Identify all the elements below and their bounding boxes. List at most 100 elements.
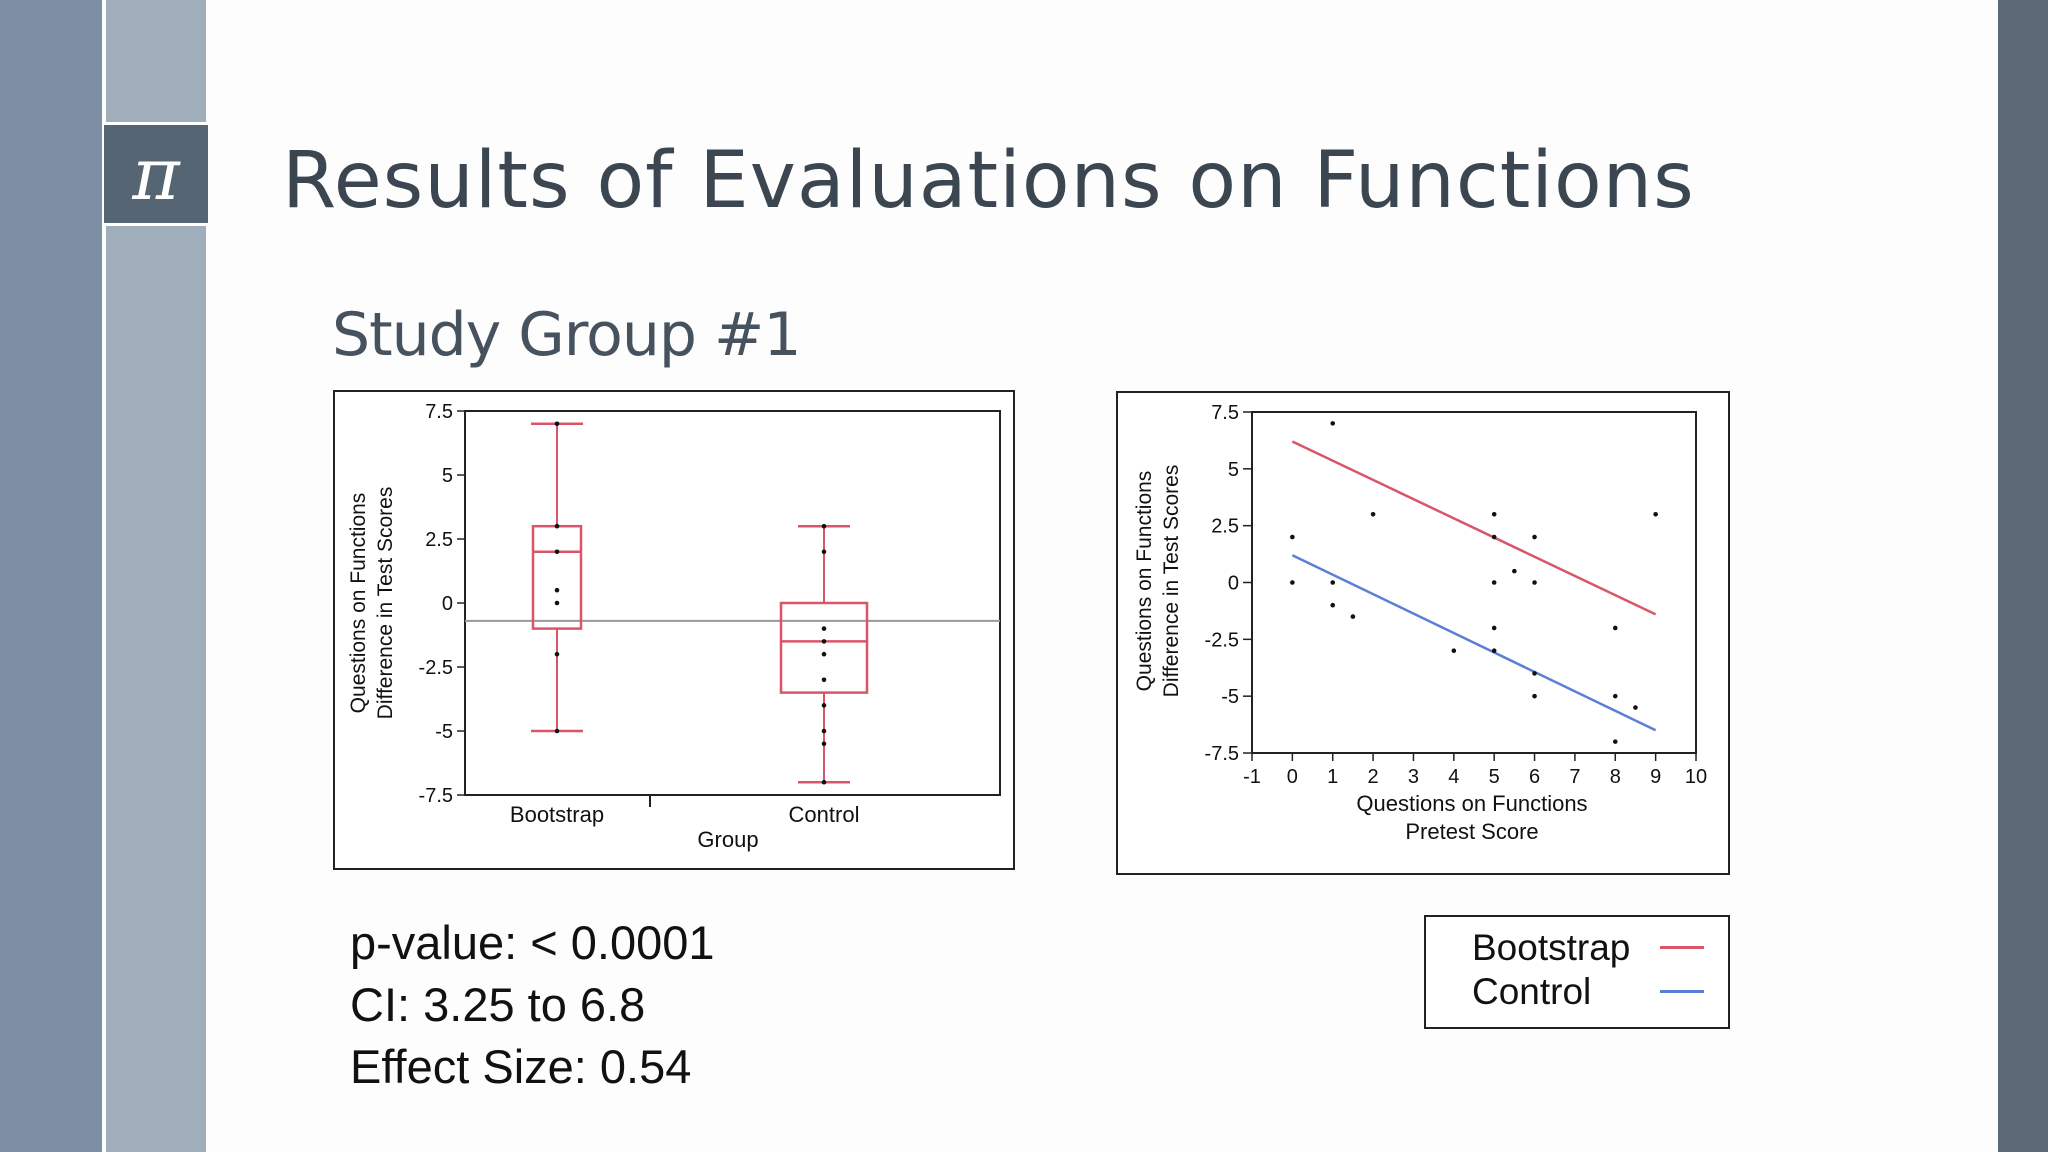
x-axis-label: Pretest Score bbox=[1405, 819, 1538, 844]
scatter-plot-svg: 7.5 5 2.5 0 -2.5 -5 -7.5-1 0 1 2 3 4 5 6 7 8 9 10 Question… bbox=[1133, 402, 1707, 844]
legend-label-control: Control bbox=[1472, 971, 1592, 1012]
y-tick-label: 7.5 bbox=[425, 401, 453, 423]
y-tick-label: 2.5 bbox=[425, 529, 453, 551]
x-tick-label: 10 bbox=[1685, 766, 1707, 788]
y-tick-label: -7.5 bbox=[1205, 743, 1239, 765]
chart-legend: Bootstrap Control bbox=[1424, 915, 1730, 1029]
data-point bbox=[1633, 705, 1638, 710]
data-point bbox=[1491, 512, 1497, 517]
data-point bbox=[821, 549, 827, 555]
slide-subtitle: Study Group #1 bbox=[332, 300, 801, 370]
box-plot-chart: 7.5 5 2.5 0 -2.5 -5 -7.5 Questions on Functions… bbox=[333, 390, 1015, 870]
data-point bbox=[1612, 625, 1618, 631]
y-tick-label: -5 bbox=[435, 721, 453, 743]
data-point bbox=[1532, 534, 1537, 540]
left-accent-divider bbox=[102, 0, 106, 1152]
data-point bbox=[1532, 671, 1537, 676]
y-axis-label: Difference in Test Scores bbox=[374, 487, 397, 720]
box-plot-svg: 7.5 5 2.5 0 -2.5 -5 -7.5 Questions on Functions… bbox=[347, 401, 1001, 852]
slide-title: Results of Evaluations on Functions bbox=[282, 136, 1695, 226]
data-point bbox=[821, 639, 827, 644]
legend-swatch-control bbox=[1660, 990, 1704, 993]
plot-frame bbox=[1251, 411, 1697, 754]
x-tick-label: 9 bbox=[1650, 766, 1661, 788]
data-point bbox=[1290, 580, 1295, 585]
data-point bbox=[1512, 568, 1517, 574]
x-category-label: Bootstrap bbox=[510, 802, 604, 827]
effect-size-text: Effect Size: 0.54 bbox=[350, 1040, 692, 1093]
x-tick-label: 8 bbox=[1610, 766, 1621, 788]
series-line-control bbox=[1291, 554, 1657, 732]
x-tick-label: 1 bbox=[1327, 766, 1338, 788]
data-point bbox=[554, 600, 560, 606]
y-axis-label: Difference in Test Scores bbox=[1160, 465, 1183, 698]
data-point bbox=[821, 741, 827, 747]
data-point bbox=[821, 779, 827, 785]
y-tick-label: -5 bbox=[1221, 686, 1239, 708]
data-point bbox=[554, 651, 560, 657]
x-tick-label: 6 bbox=[1529, 766, 1540, 788]
box-iqr bbox=[531, 524, 583, 630]
data-point bbox=[1330, 580, 1336, 585]
x-tick-label: -1 bbox=[1243, 766, 1261, 788]
x-tick-label: 0 bbox=[1287, 766, 1298, 788]
x-axis-label: Questions on Functions bbox=[1356, 791, 1587, 816]
data-point bbox=[1330, 602, 1336, 608]
scatter-plot-chart: 7.5 5 2.5 0 -2.5 -5 -7.5 -1 0 1 2 3 4 5 6 7 8 9 10 Question… bbox=[1116, 391, 1730, 875]
x-tick-label: 5 bbox=[1489, 766, 1500, 788]
data-point bbox=[1653, 512, 1658, 517]
y-tick-label: 0 bbox=[1228, 573, 1239, 595]
x-axis-label: Group bbox=[697, 827, 758, 852]
data-point bbox=[554, 728, 560, 734]
data-point bbox=[821, 626, 827, 631]
x-category-label: Control bbox=[789, 802, 860, 827]
ci-text: CI: 3.25 to 6.8 bbox=[350, 978, 646, 1031]
data-point bbox=[821, 677, 827, 683]
x-tick-label: 3 bbox=[1408, 766, 1419, 788]
data-point bbox=[821, 728, 827, 734]
data-point bbox=[821, 523, 827, 529]
y-tick-label: -7.5 bbox=[419, 785, 453, 807]
data-point bbox=[1491, 625, 1497, 631]
data-point bbox=[554, 587, 560, 593]
statistics-summary: p-value: < 0.0001 CI: 3.25 to 6.8 Effect… bbox=[350, 912, 715, 1098]
data-point bbox=[1612, 693, 1618, 699]
y-axis-label: Questions on Functions bbox=[1133, 471, 1156, 692]
data-point bbox=[1330, 421, 1336, 426]
data-point bbox=[1612, 739, 1618, 744]
pi-logo-icon: π bbox=[104, 122, 208, 226]
y-tick-label: 2.5 bbox=[1211, 516, 1239, 538]
plot-frame bbox=[464, 410, 1001, 796]
y-tick-label: 5 bbox=[1228, 459, 1239, 481]
series-line-bootstrap bbox=[1291, 440, 1657, 616]
left-accent-band bbox=[0, 0, 102, 1152]
data-point bbox=[1491, 648, 1497, 653]
x-tick-label: 7 bbox=[1569, 766, 1580, 788]
data-point bbox=[554, 549, 560, 555]
data-point bbox=[1350, 614, 1356, 619]
data-point bbox=[1491, 534, 1497, 540]
y-tick-label: -2.5 bbox=[1205, 629, 1239, 651]
box-iqr bbox=[779, 601, 869, 694]
y-tick-label: 0 bbox=[442, 593, 453, 615]
y-tick-label: 7.5 bbox=[1211, 402, 1239, 424]
y-axis-label: Questions on Functions bbox=[347, 493, 370, 714]
data-point bbox=[821, 703, 827, 708]
x-tick-label: 2 bbox=[1368, 766, 1379, 788]
right-accent-band bbox=[1998, 0, 2048, 1152]
data-point bbox=[554, 421, 560, 427]
legend-label-bootstrap: Bootstrap bbox=[1472, 927, 1631, 968]
y-tick-label: 5 bbox=[442, 465, 453, 487]
data-point bbox=[1491, 580, 1497, 585]
data-point bbox=[1370, 512, 1376, 517]
x-tick-label: 4 bbox=[1448, 766, 1459, 788]
data-point bbox=[1532, 580, 1537, 585]
data-point bbox=[554, 523, 560, 529]
data-point bbox=[821, 651, 827, 657]
data-point bbox=[1451, 648, 1457, 653]
data-point bbox=[1532, 693, 1537, 699]
p-value-text: p-value: < 0.0001 bbox=[350, 916, 715, 969]
y-tick-label: -2.5 bbox=[419, 657, 453, 679]
legend-swatch-bootstrap bbox=[1660, 946, 1704, 949]
data-point bbox=[1290, 534, 1295, 540]
